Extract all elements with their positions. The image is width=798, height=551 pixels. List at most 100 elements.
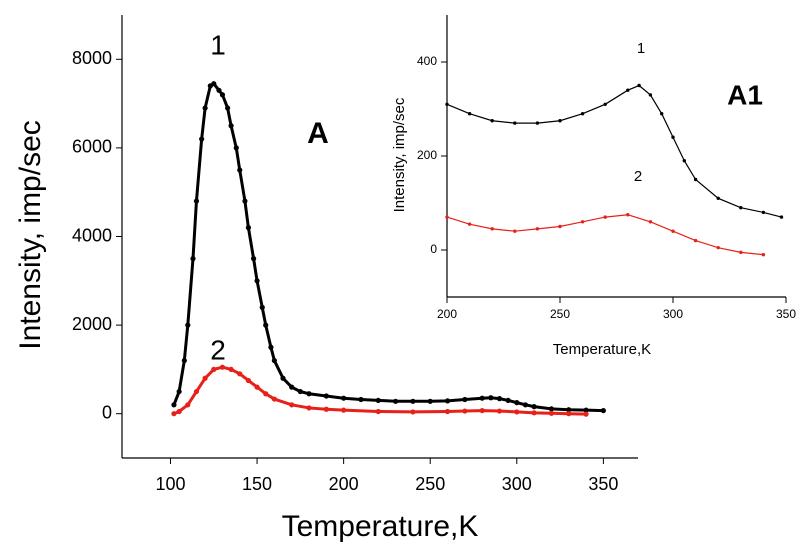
data-point	[410, 398, 416, 404]
x-axis-title: Temperature,K	[282, 510, 479, 543]
data-point	[583, 407, 589, 413]
y-tick-label: 2000	[72, 314, 112, 334]
data-point	[306, 391, 312, 397]
data-point	[444, 398, 451, 404]
data-point	[259, 304, 265, 310]
data-point	[410, 409, 416, 415]
data-point	[603, 215, 607, 219]
data-point	[637, 83, 641, 88]
data-point	[271, 396, 277, 402]
x-tick-label: 300	[502, 474, 532, 494]
data-point	[682, 159, 686, 163]
data-point	[225, 105, 231, 111]
data-point	[467, 112, 472, 116]
data-point	[626, 88, 630, 92]
data-point	[375, 397, 381, 404]
data-point	[199, 136, 205, 142]
data-point	[779, 215, 784, 219]
data-point	[237, 167, 243, 173]
x-tick-label: 100	[155, 474, 185, 494]
data-point	[323, 393, 329, 399]
data-point	[648, 93, 653, 97]
data-point	[671, 229, 675, 233]
data-point	[488, 395, 494, 401]
x-tick-label: 250	[415, 474, 445, 494]
data-point	[558, 224, 562, 229]
x-tick-label: 200	[437, 307, 457, 321]
data-point	[171, 402, 177, 408]
data-point	[496, 408, 503, 414]
data-point	[358, 396, 364, 403]
data-point	[522, 402, 529, 408]
data-point	[583, 411, 589, 417]
data-point	[211, 366, 217, 372]
panel-label: A	[307, 117, 329, 150]
data-point	[761, 253, 766, 257]
data-point	[600, 407, 606, 414]
data-point	[467, 222, 472, 226]
data-point	[245, 225, 252, 231]
curve-label: 1	[210, 29, 226, 60]
data-point	[176, 388, 182, 395]
data-point	[263, 391, 269, 397]
data-point	[660, 112, 664, 116]
data-point	[531, 404, 537, 410]
data-point	[427, 398, 433, 404]
data-point	[505, 397, 511, 404]
data-point	[535, 121, 540, 125]
data-point	[580, 112, 585, 116]
data-point	[548, 410, 555, 416]
data-point	[193, 388, 200, 395]
data-point	[444, 408, 451, 415]
data-point	[490, 119, 494, 123]
panel-label: A1	[727, 79, 763, 110]
data-point	[566, 411, 572, 417]
curve-label: 2	[634, 168, 642, 185]
data-point	[716, 196, 720, 200]
data-point	[323, 406, 329, 412]
data-point	[289, 402, 295, 408]
data-point	[219, 364, 226, 370]
x-tick-label: 150	[242, 474, 272, 494]
data-point	[392, 398, 399, 404]
data-point	[479, 407, 485, 414]
data-point	[250, 256, 257, 262]
series-line	[173, 365, 587, 416]
data-point	[271, 357, 277, 364]
data-point	[513, 229, 517, 233]
data-point	[341, 395, 347, 401]
x-tick-label: 350	[588, 474, 618, 494]
data-point	[216, 87, 222, 93]
data-point	[176, 408, 182, 415]
data-point	[531, 410, 537, 416]
data-point	[263, 322, 269, 328]
data-point	[514, 409, 520, 415]
data-point	[171, 411, 177, 417]
data-point	[219, 92, 226, 98]
data-point	[202, 375, 208, 381]
curve-label: 2	[210, 334, 226, 365]
data-point	[185, 402, 191, 408]
data-point	[306, 405, 312, 411]
data-point	[761, 210, 766, 215]
series-line	[172, 81, 604, 413]
data-point	[671, 135, 675, 139]
data-point	[193, 198, 200, 204]
data-point	[490, 227, 494, 231]
data-point	[514, 400, 520, 406]
y-tick-label: 6000	[72, 137, 112, 157]
series-line	[446, 214, 764, 256]
data-point	[513, 121, 517, 125]
x-tick-label: 300	[663, 307, 683, 321]
data-point	[445, 215, 449, 219]
data-point	[280, 375, 286, 381]
data-point	[558, 119, 562, 123]
data-point	[268, 344, 274, 350]
data-point	[289, 384, 295, 390]
data-point	[242, 198, 248, 204]
data-point	[341, 407, 347, 413]
data-point	[462, 408, 468, 414]
y-tick-label: 200	[417, 148, 437, 162]
data-point	[716, 245, 720, 250]
data-point	[190, 256, 196, 262]
